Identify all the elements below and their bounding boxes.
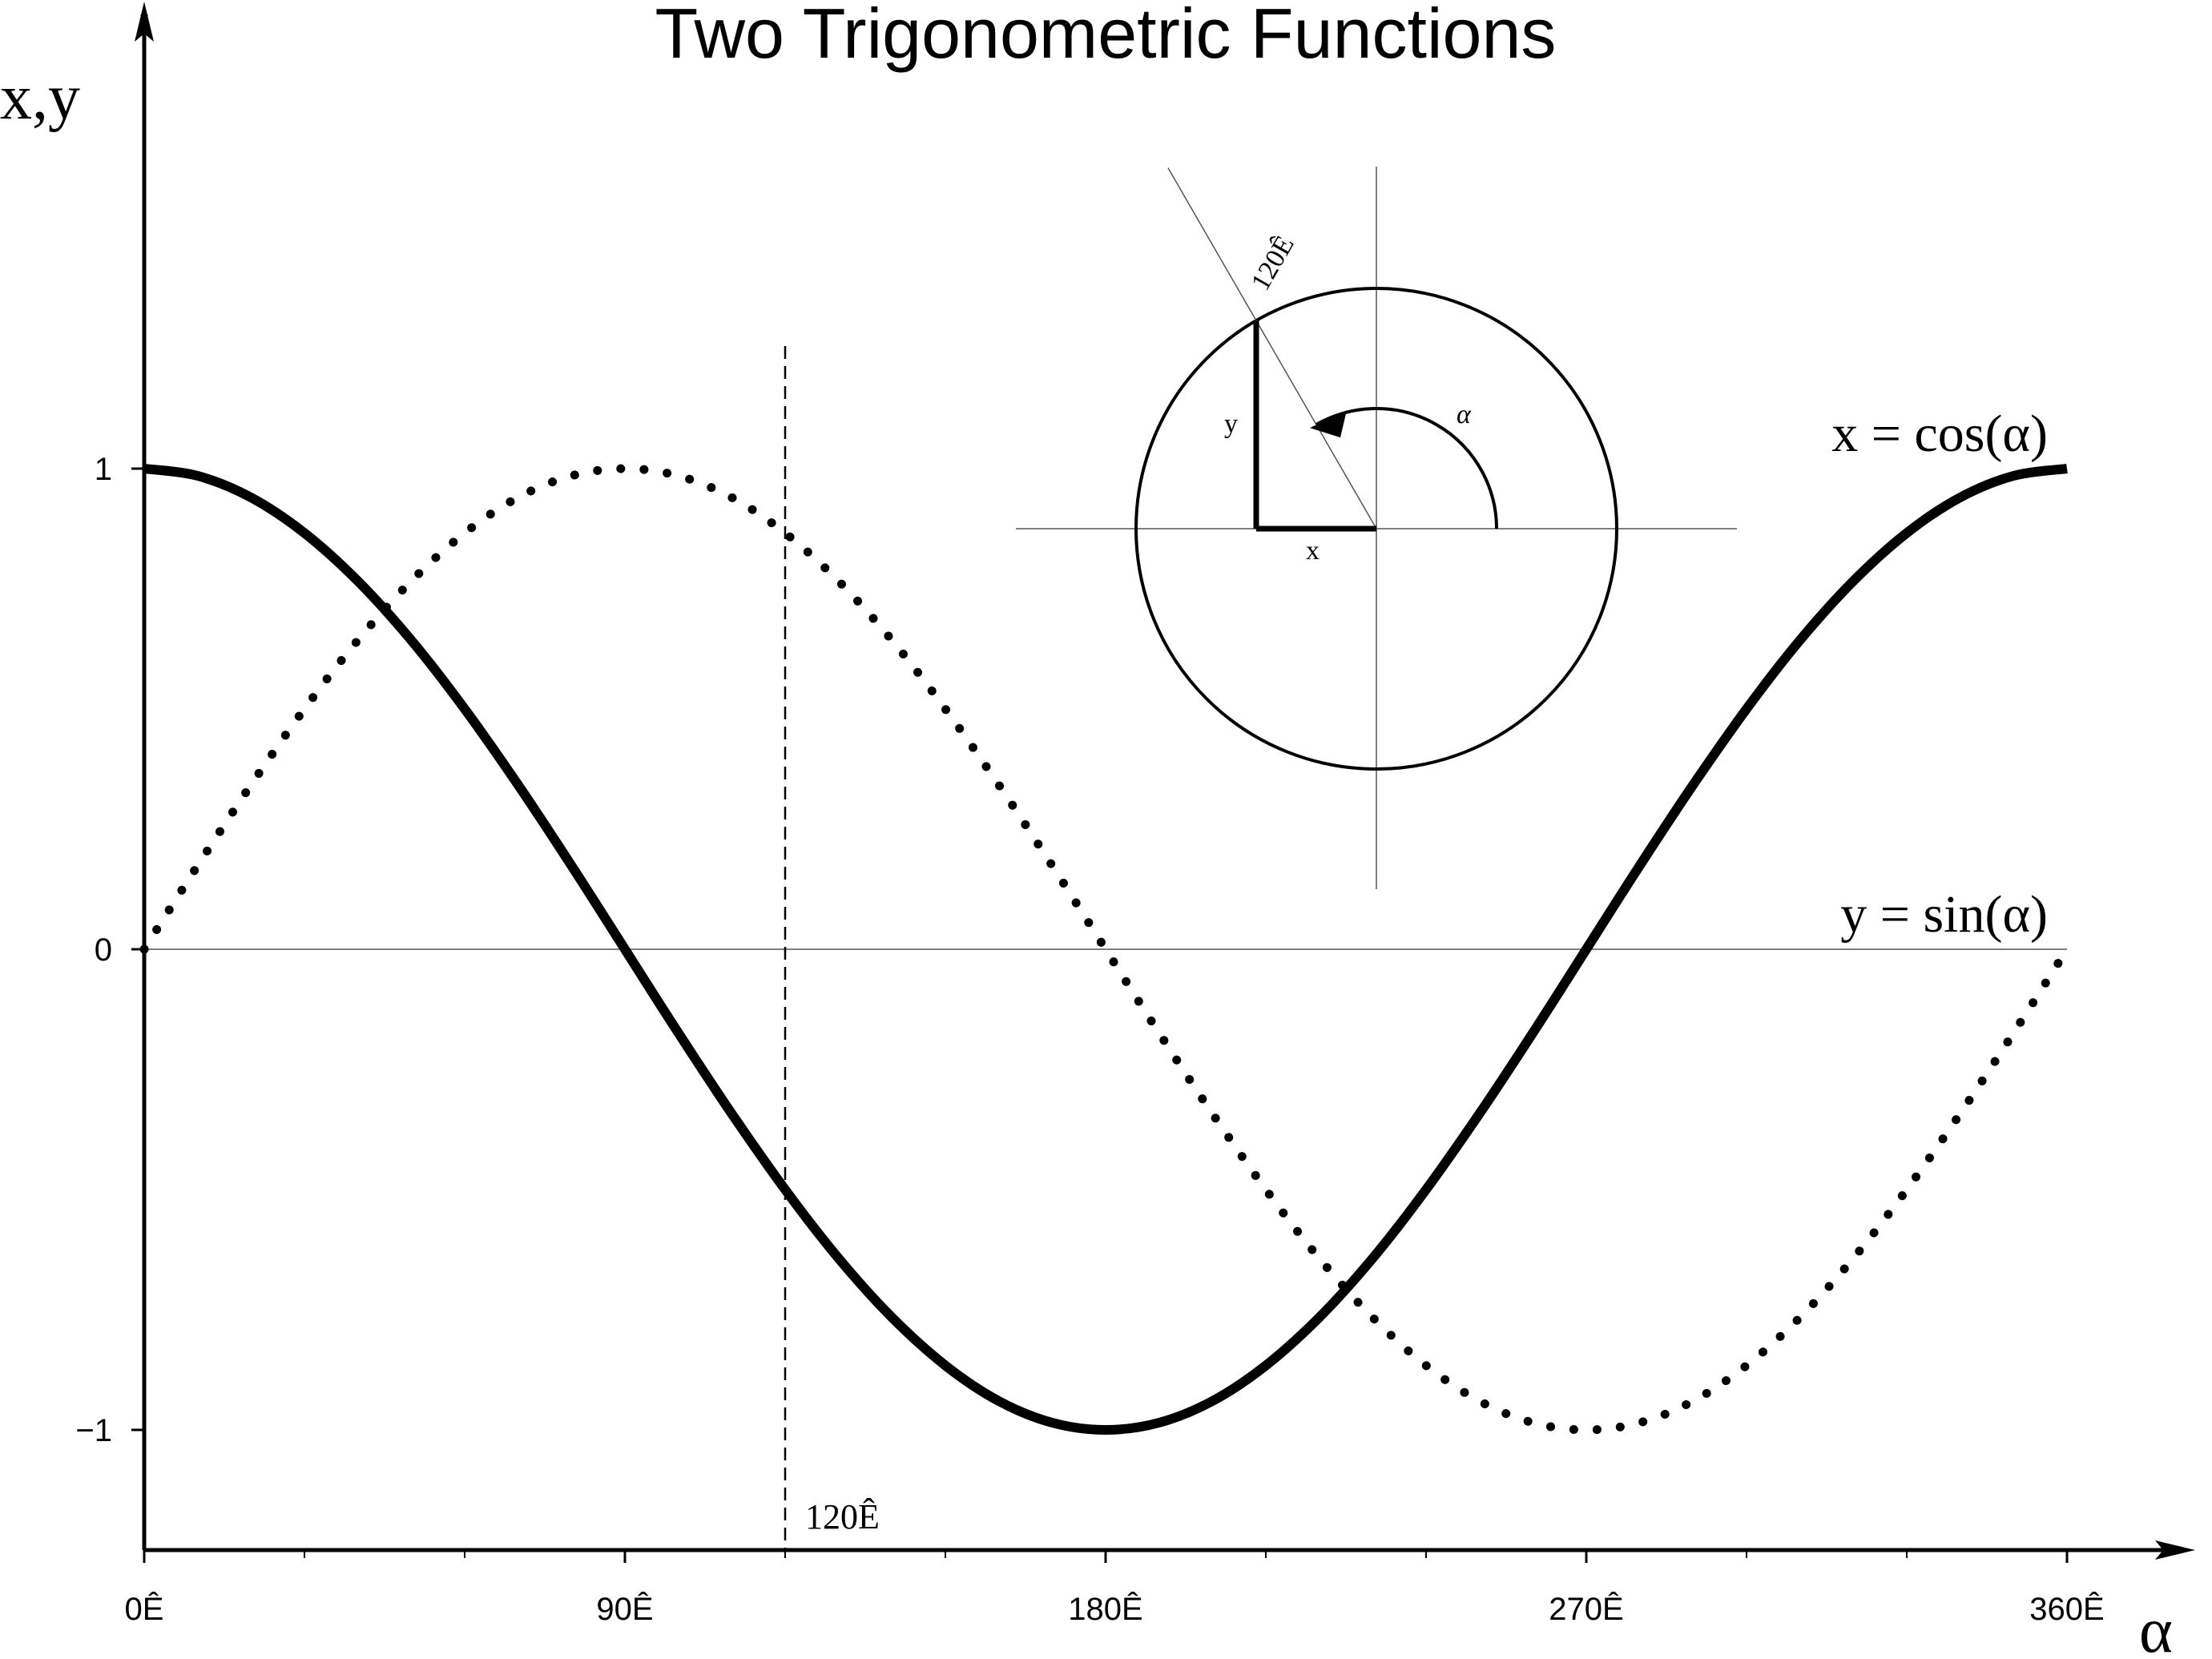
series-cos	[143, 464, 2068, 1435]
cos-curve	[143, 464, 2068, 1435]
unit-circle-inset: α y x 120Ê	[1016, 167, 1737, 889]
reference-lines	[144, 346, 2067, 1550]
series-sin	[139, 464, 2072, 1435]
chart-title: Two Trigonometric Functions	[655, 0, 1557, 73]
axes: 0Ê 90Ê 180Ê 270Ê 360Ê 1 0 −1	[75, 2, 2195, 1627]
inset-angle-ray	[1167, 167, 1377, 530]
inset-x-label: x	[1306, 536, 1320, 566]
reference-line-label: 120Ê	[805, 1497, 880, 1536]
series-label-sin: y = sin(α)	[1840, 885, 2048, 944]
y-axis-label: x,y	[0, 62, 80, 133]
y-tick-label: 0	[95, 932, 112, 968]
y-tick-label: 1	[95, 452, 112, 487]
inset-angle-arc	[1316, 407, 1498, 530]
x-axis-arrowhead	[2155, 1540, 2195, 1560]
sin-curve	[139, 464, 2072, 1435]
y-axis-arrowhead	[135, 2, 154, 42]
x-tick-label: 180Ê	[1068, 1591, 1142, 1627]
inset-y-label: y	[1224, 409, 1238, 439]
x-tick-label: 270Ê	[1549, 1591, 1623, 1627]
inset-angle-label: 120Ê	[1246, 231, 1300, 296]
y-tick-label: −1	[75, 1413, 112, 1448]
inset-arc-arrowhead	[1310, 410, 1347, 438]
series-label-cos: x = cos(α)	[1831, 405, 2048, 463]
inset-alpha-label: α	[1457, 400, 1472, 429]
x-tick-label: 0Ê	[125, 1591, 164, 1627]
x-tick-label: 360Ê	[2029, 1591, 2104, 1627]
inset-unit-circle	[1134, 287, 1618, 771]
x-tick-label: 90Ê	[596, 1591, 653, 1627]
x-axis-label: α	[2139, 1596, 2173, 1659]
